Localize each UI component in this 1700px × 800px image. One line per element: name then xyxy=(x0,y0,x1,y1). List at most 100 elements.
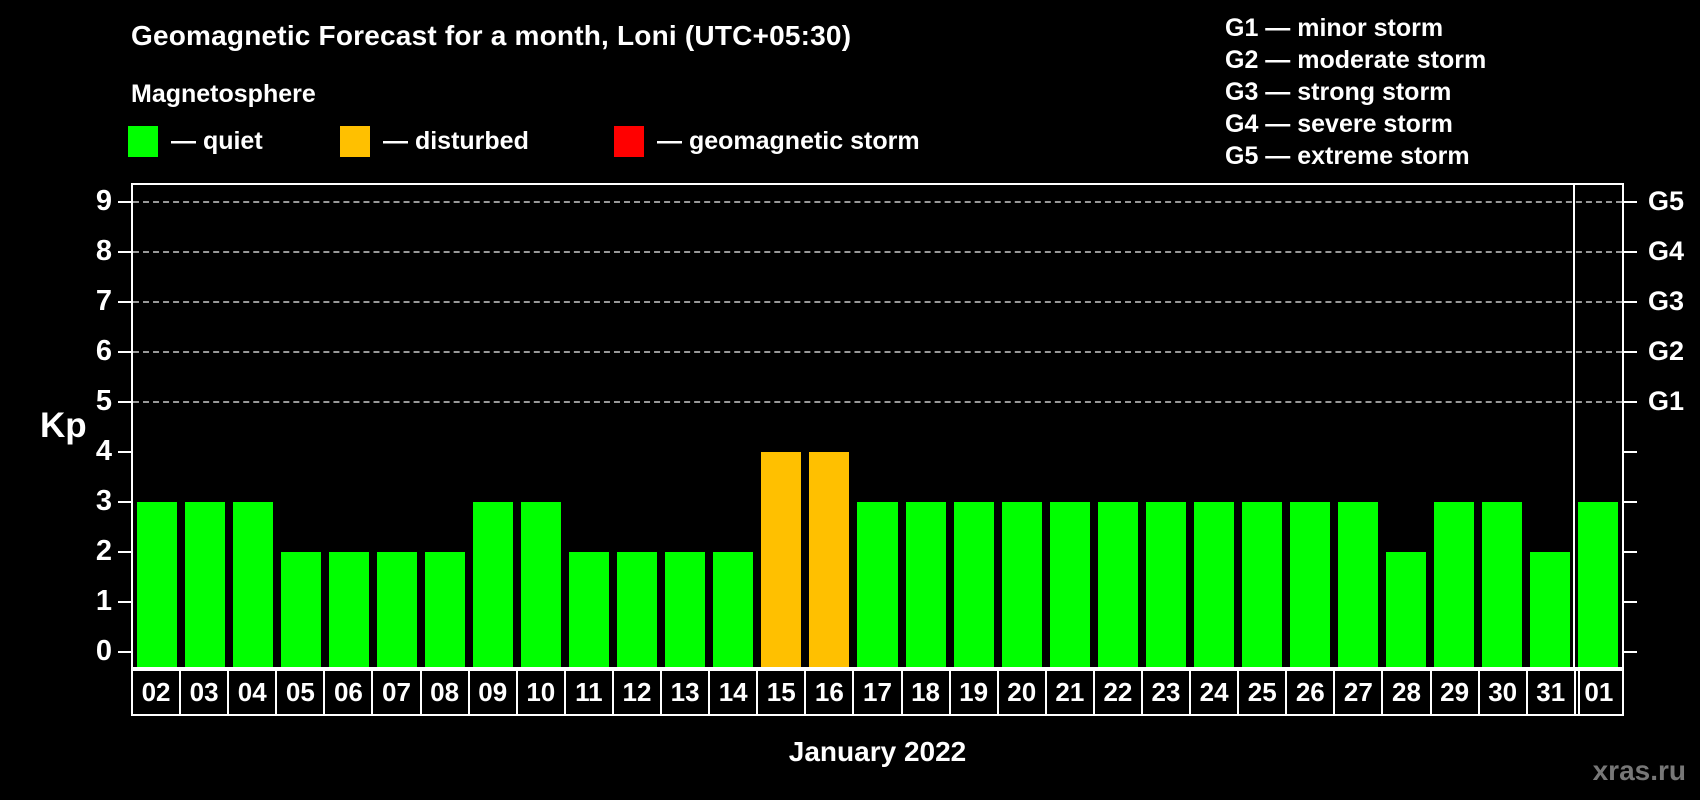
g-level-legend: G1 — minor storm G2 — moderate storm G3 … xyxy=(1225,12,1486,172)
day-label-22: 22 xyxy=(1092,671,1141,714)
y-tick-label-7: 7 xyxy=(95,285,112,317)
bar-day-30 xyxy=(1481,502,1522,667)
day-label-28: 28 xyxy=(1381,671,1429,714)
quiet-legend-label: — quiet xyxy=(171,127,263,155)
plot-area xyxy=(131,183,1624,669)
legend-item-quiet: — quiet xyxy=(128,126,263,157)
day-label-10: 10 xyxy=(515,671,564,714)
day-label-15: 15 xyxy=(756,671,804,714)
bar-day-14 xyxy=(713,552,754,667)
magnetosphere-subtitle: Magnetosphere xyxy=(131,80,316,108)
y-tick-label-2: 2 xyxy=(95,535,112,567)
left-tick-0 xyxy=(118,651,131,653)
bar-day-20 xyxy=(1001,502,1042,667)
g1-legend-line: G1 — minor storm xyxy=(1225,14,1444,42)
left-tick-3 xyxy=(118,501,131,503)
bar-day-21 xyxy=(1049,502,1090,667)
bar-day-09 xyxy=(473,502,514,667)
day-label-26: 26 xyxy=(1285,671,1333,714)
right-tick-5 xyxy=(1624,401,1637,403)
bar-day-23 xyxy=(1145,502,1186,667)
bar-day-22 xyxy=(1097,502,1138,667)
g5-legend-line: G5 — extreme storm xyxy=(1225,142,1470,170)
storm-color-swatch xyxy=(614,126,644,157)
day-label-29: 29 xyxy=(1429,671,1478,714)
watermark: xras.ru xyxy=(1592,755,1686,786)
day-label-21: 21 xyxy=(1044,671,1093,714)
right-tick-2 xyxy=(1624,551,1637,553)
day-label-31: 31 xyxy=(1525,671,1574,714)
day-label-25: 25 xyxy=(1237,671,1285,714)
bar-day-16 xyxy=(809,452,850,667)
bar-day-31 xyxy=(1529,552,1570,667)
right-tick-4 xyxy=(1624,451,1637,453)
gridline-kp-5 xyxy=(133,401,1622,403)
day-label-18: 18 xyxy=(900,671,949,714)
y-tick-label-9: 9 xyxy=(95,185,112,217)
left-tick-9 xyxy=(118,201,131,203)
left-tick-8 xyxy=(118,251,131,253)
bar-day-18 xyxy=(905,502,946,667)
bar-day-08 xyxy=(425,552,466,667)
y-tick-label-5: 5 xyxy=(95,385,112,417)
bar-day-05 xyxy=(281,552,322,667)
day-label-27: 27 xyxy=(1333,671,1381,714)
bar-day-26 xyxy=(1289,502,1330,667)
g-scale-label-G3: G3 xyxy=(1648,286,1685,316)
g2-legend-line: G2 — moderate storm xyxy=(1225,46,1487,74)
right-tick-8 xyxy=(1624,251,1637,253)
day-label-16: 16 xyxy=(804,671,852,714)
day-label-13: 13 xyxy=(660,671,708,714)
y-tick-label-8: 8 xyxy=(95,235,112,267)
bar-day-25 xyxy=(1241,502,1282,667)
left-tick-1 xyxy=(118,601,131,603)
day-label-20: 20 xyxy=(996,671,1045,714)
day-label-24: 24 xyxy=(1189,671,1237,714)
day-label-12: 12 xyxy=(611,671,660,714)
x-axis-title: January 2022 xyxy=(788,736,967,767)
day-label-02: 02 xyxy=(141,677,171,707)
left-tick-4 xyxy=(118,451,131,453)
bar-day-11 xyxy=(569,552,610,667)
bar-day-19 xyxy=(953,502,994,667)
y-tick-label-0: 0 xyxy=(95,635,112,667)
day-label-04: 04 xyxy=(227,671,275,714)
y-tick-label-1: 1 xyxy=(95,585,112,617)
disturbed-color-swatch xyxy=(340,126,370,157)
legend-item-storm: — geomagnetic storm xyxy=(614,126,920,157)
day-label-08: 08 xyxy=(419,671,468,714)
right-tick-7 xyxy=(1624,301,1637,303)
g-scale-label-G2: G2 xyxy=(1648,336,1685,366)
y-tick-label-6: 6 xyxy=(95,335,112,367)
g-scale-label-G1: G1 xyxy=(1648,386,1685,416)
bar-day-03 xyxy=(185,502,226,667)
bar-day-29 xyxy=(1433,502,1474,667)
day-label-09: 09 xyxy=(467,671,516,714)
day-label-05: 05 xyxy=(275,671,323,714)
gridline-kp-7 xyxy=(133,301,1622,303)
g3-legend-line: G3 — strong storm xyxy=(1225,78,1452,106)
left-tick-5 xyxy=(118,401,131,403)
bar-day-15 xyxy=(761,452,802,667)
g4-legend-line: G4 — severe storm xyxy=(1225,110,1453,138)
g-scale-label-G5: G5 xyxy=(1648,186,1685,216)
day-label-07: 07 xyxy=(371,671,419,714)
bar-day-06 xyxy=(329,552,370,667)
bar-day-28 xyxy=(1385,552,1426,667)
y-axis-title: Kp xyxy=(40,406,87,445)
bar-day-12 xyxy=(617,552,658,667)
bar-day-27 xyxy=(1337,502,1378,667)
day-label-03: 03 xyxy=(179,671,227,714)
bar-day-07 xyxy=(377,552,418,667)
gridline-kp-8 xyxy=(133,251,1622,253)
y-tick-label-4: 4 xyxy=(95,435,112,467)
bar-day-24 xyxy=(1193,502,1234,667)
day-label-row: 02 03 04 05 06 07 08 09 10 11 12 13 14 15 16 17 18 19 20 21… xyxy=(131,669,1624,716)
gridline-kp-9 xyxy=(133,201,1622,203)
month-separator-line xyxy=(1572,185,1575,667)
right-tick-1 xyxy=(1624,601,1637,603)
legend-item-disturbed: — disturbed xyxy=(340,126,529,157)
day-label-17: 17 xyxy=(852,671,900,714)
g-scale-label-G4: G4 xyxy=(1648,236,1685,266)
